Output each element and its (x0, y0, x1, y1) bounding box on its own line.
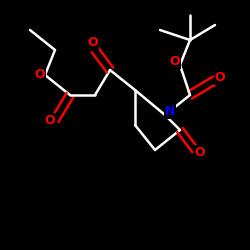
Text: O: O (195, 146, 205, 159)
Text: O: O (170, 55, 180, 68)
Text: O: O (35, 68, 45, 82)
Text: N: N (165, 105, 175, 118)
Text: O: O (215, 71, 225, 84)
Text: O: O (45, 114, 55, 126)
Text: O: O (87, 36, 98, 49)
